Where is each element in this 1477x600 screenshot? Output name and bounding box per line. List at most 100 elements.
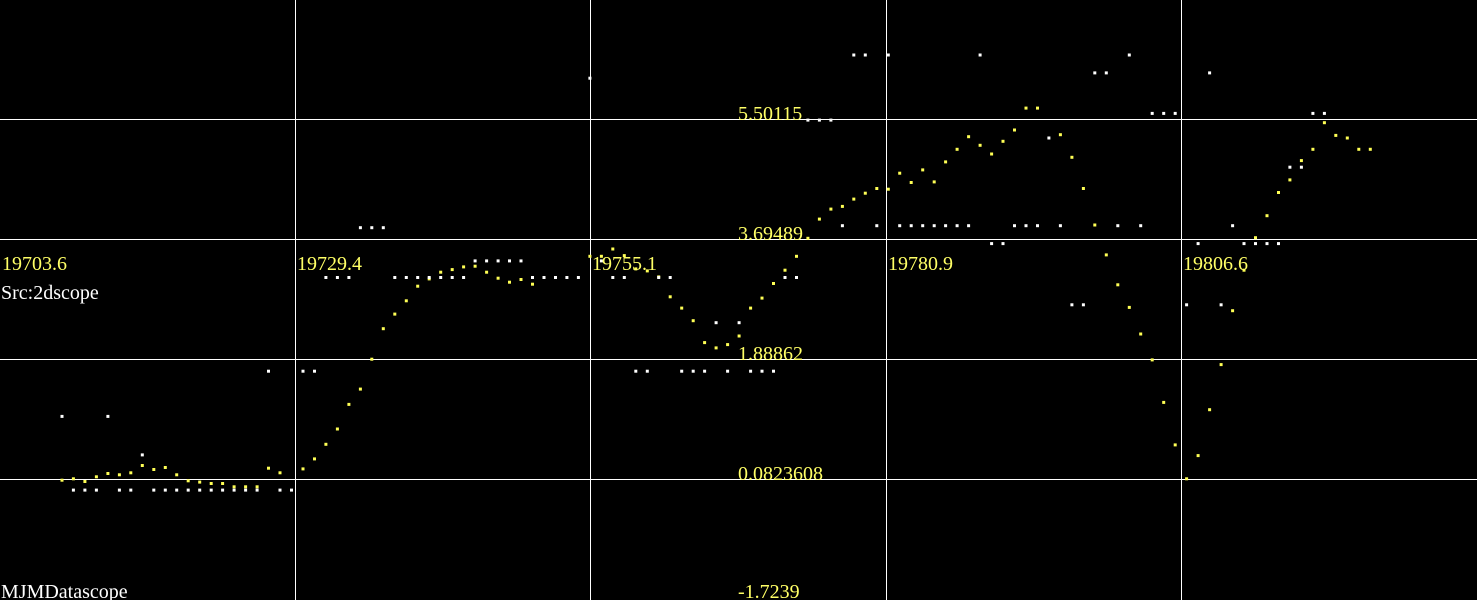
data-point — [1196, 454, 1200, 458]
data-point — [737, 321, 741, 325]
data-point — [840, 224, 844, 228]
data-point — [186, 488, 190, 492]
data-point — [1070, 155, 1074, 159]
data-point — [83, 488, 87, 492]
data-point — [1024, 106, 1028, 110]
brand-label: MJMDatascope — [1, 581, 128, 600]
data-point — [691, 369, 695, 373]
data-point — [60, 414, 64, 418]
data-point — [313, 457, 316, 461]
data-point — [450, 276, 454, 279]
data-point — [290, 488, 293, 492]
data-point — [634, 369, 638, 373]
data-point — [335, 427, 339, 431]
data-point — [1277, 242, 1280, 246]
data-point — [175, 488, 179, 492]
data-point — [852, 197, 856, 201]
data-point — [737, 334, 741, 338]
data-point — [1219, 363, 1223, 367]
data-point — [1036, 106, 1039, 110]
data-point — [427, 276, 431, 279]
data-point — [163, 488, 167, 492]
data-point — [921, 168, 925, 172]
data-point — [1208, 408, 1212, 412]
data-point — [944, 160, 948, 164]
data-point — [1013, 128, 1016, 132]
data-point — [209, 488, 213, 492]
data-point — [1288, 178, 1292, 182]
data-point — [576, 276, 580, 279]
data-point — [83, 480, 87, 483]
data-points — [60, 53, 1372, 492]
data-point — [1150, 358, 1154, 362]
data-point — [990, 242, 994, 246]
data-point — [1093, 223, 1097, 227]
data-point — [760, 369, 764, 373]
x-tick-label: 19780.9 — [888, 253, 953, 275]
data-point — [1081, 303, 1085, 307]
data-point — [726, 343, 730, 347]
y-tick-labels: 5.50115 3.69489 1.88862 0.0823608 -1.723… — [738, 103, 823, 600]
data-point — [462, 265, 466, 269]
data-point — [1265, 242, 1269, 246]
data-point — [462, 276, 466, 279]
data-point — [106, 472, 110, 475]
data-point — [1116, 224, 1120, 228]
data-point — [588, 254, 592, 258]
data-point — [129, 488, 133, 492]
data-point — [106, 414, 110, 418]
data-point — [1288, 165, 1292, 169]
data-point — [599, 259, 603, 263]
data-point — [381, 327, 385, 331]
data-point — [955, 147, 959, 151]
data-point — [94, 475, 98, 479]
x-tick-label: 19703.6 — [2, 253, 67, 275]
data-point — [347, 276, 351, 279]
data-point — [967, 135, 971, 139]
data-point — [1196, 242, 1200, 246]
data-point — [129, 471, 133, 475]
data-point — [117, 488, 121, 492]
data-point — [1231, 309, 1235, 313]
data-point — [60, 478, 64, 482]
data-point — [163, 466, 167, 469]
data-point — [622, 276, 626, 279]
data-point — [1036, 224, 1039, 228]
data-point — [301, 467, 305, 471]
data-point — [381, 226, 385, 230]
data-point — [1024, 224, 1028, 228]
data-point — [657, 276, 661, 279]
data-point — [1093, 71, 1097, 75]
data-point — [944, 224, 948, 228]
data-point — [645, 369, 649, 373]
data-point — [1173, 443, 1177, 447]
data-point — [1219, 303, 1223, 307]
data-point — [1116, 283, 1120, 287]
data-point — [1368, 147, 1372, 151]
data-point — [1162, 111, 1166, 115]
data-point — [680, 306, 684, 310]
data-point — [703, 369, 707, 373]
data-point — [232, 488, 236, 492]
data-point — [393, 276, 397, 279]
data-point — [668, 276, 672, 279]
data-point — [783, 276, 787, 279]
data-point — [898, 171, 902, 175]
data-point — [255, 485, 259, 489]
data-point — [519, 278, 523, 281]
data-point — [1001, 139, 1005, 143]
data-point — [1173, 111, 1177, 115]
y-tick-label: 1.88862 — [738, 343, 803, 365]
data-point — [1058, 224, 1062, 228]
x-tick-label: 19806.6 — [1183, 253, 1248, 275]
data-point — [244, 485, 248, 489]
data-point — [496, 259, 500, 263]
data-point — [531, 282, 534, 286]
data-point — [875, 187, 879, 190]
data-point — [1127, 305, 1131, 309]
data-point — [955, 224, 959, 228]
data-point — [416, 284, 420, 288]
data-point — [1185, 303, 1189, 307]
data-point — [886, 53, 890, 57]
